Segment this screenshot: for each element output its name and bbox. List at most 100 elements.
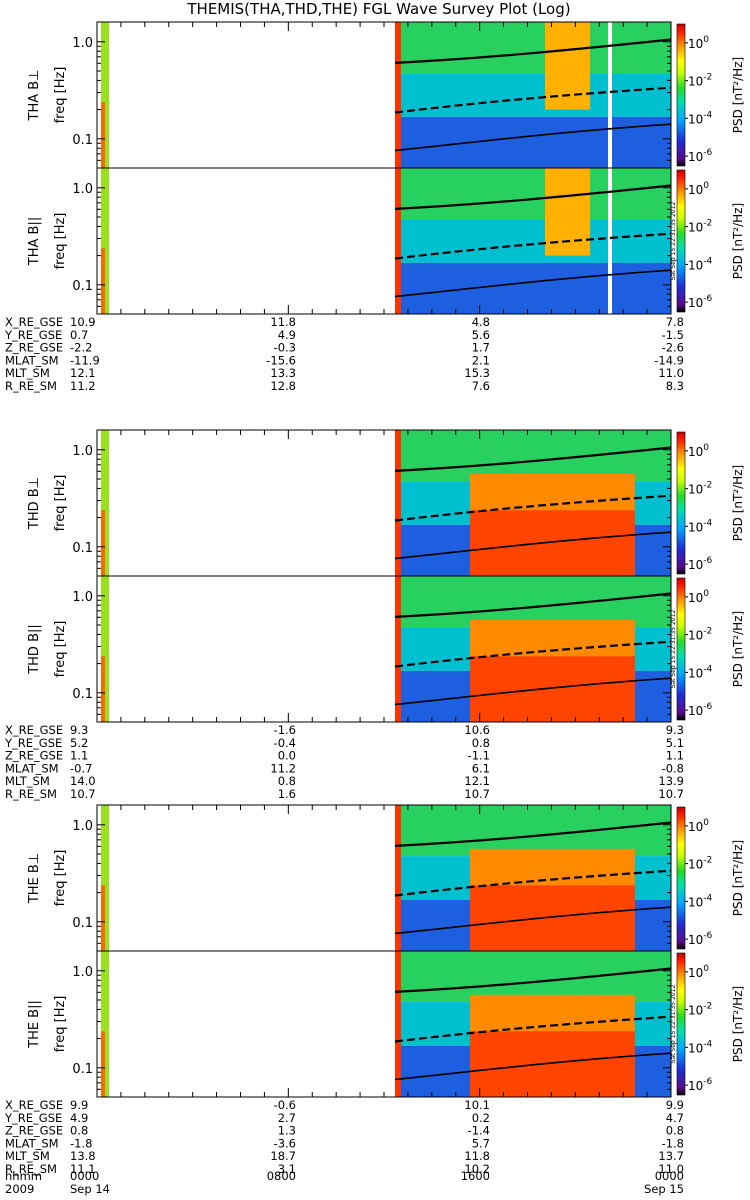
ephemeris-value: -1.8	[70, 1136, 92, 1150]
ephemeris-value: 9.9	[70, 1098, 88, 1112]
timestamp-stamp: Sat Sep 15 22:31:35 2012	[670, 610, 677, 689]
y-tick-label: 0.1	[72, 133, 93, 148]
colorbar-tick-exponent: 0	[703, 964, 709, 974]
colorbar-tick-exponent: -4	[703, 893, 712, 903]
ephemeris-value: 5.1	[666, 736, 684, 750]
y-tick-label: 0.1	[72, 916, 93, 931]
colorbar-tick-label: 10-6	[688, 556, 713, 572]
ephemeris-value: 10.9	[70, 315, 96, 329]
overlay-curve-1	[394, 446, 672, 472]
colorbar-tick-label: 10-6	[688, 931, 713, 947]
spectrogram-mid-freq	[395, 219, 671, 263]
spectrogram-high-freq	[395, 168, 671, 220]
ephemeris-value: 9.3	[666, 723, 684, 737]
ephemeris-value: -1.5	[662, 328, 684, 342]
ephemeris-row-name: R_RE_SM	[5, 787, 57, 801]
ephemeris-value: 1.1	[70, 749, 88, 763]
y-tick-label: 1.0	[72, 819, 93, 834]
ephemeris-value: 7.6	[472, 379, 490, 393]
colorbar-tick-label: 10-4	[688, 110, 713, 126]
colorbar-tick-base: 10	[688, 112, 703, 126]
colorbar-tick-label: 100	[688, 964, 709, 980]
colorbar-tick-base: 10	[688, 520, 703, 534]
ephemeris-row-name: Z_RE_GSE	[5, 341, 63, 355]
freq-axis-label: freq [Hz]	[53, 475, 68, 532]
colorbar-tick-label: 10-2	[688, 627, 712, 643]
panel-ylabel: THE B||	[27, 1000, 42, 1049]
ephemeris-value: 15.3	[464, 366, 490, 380]
ephemeris-value: 0.8	[70, 1124, 88, 1138]
colorbar-tick-label: 100	[688, 589, 709, 605]
time-axis-hhmm-label: 0800	[267, 1169, 296, 1183]
colorbar-tick-base: 10	[688, 591, 703, 605]
ephemeris-value: 13.7	[658, 1149, 684, 1163]
spectrogram-hotspot-core	[470, 885, 635, 951]
colorbar-tick-base: 10	[688, 558, 703, 572]
colorbar-tick-exponent: -2	[703, 481, 712, 491]
panel-ylabel: THD B||	[27, 624, 42, 675]
spectrogram-high-freq	[395, 951, 671, 1003]
data-strip-start-low	[101, 885, 105, 951]
ephemeris-row-name: MLAT_SM	[5, 353, 59, 367]
ephemeris-value: -15.6	[266, 353, 296, 367]
ephemeris-value: -0.7	[70, 761, 92, 775]
colorbar-tick-base: 10	[688, 933, 703, 947]
ephemeris-value: 10.2	[464, 1162, 490, 1176]
panel-ylabel: THD B⊥	[27, 477, 42, 530]
colorbar-tick-base: 10	[688, 858, 703, 872]
ephemeris-value: 14.0	[70, 774, 96, 788]
colorbar-tick-exponent: -2	[703, 219, 712, 229]
overlay-curve-1	[394, 184, 672, 210]
colorbar-tick-base: 10	[688, 483, 703, 497]
spectrogram-hotspot-core	[470, 510, 635, 576]
colorbar-tick-base: 10	[688, 666, 703, 680]
ephemeris-row-name: Z_RE_GSE	[5, 1124, 63, 1138]
ephemeris-value: -1.6	[274, 723, 296, 737]
ephemeris-value: 0.8	[666, 1124, 684, 1138]
colorbar-tick-exponent: 0	[703, 35, 709, 45]
colorbar-tick-label: 10-2	[688, 1002, 712, 1018]
ephemeris-table: X_RE_GSE 9.9 -0.6 10.1 9.9 Y_RE_GSE 4.9 2.7 0.2 4…	[4, 1098, 684, 1176]
ephemeris-row-name: X_RE_GSE	[5, 315, 63, 329]
data-gap	[608, 22, 612, 168]
time-axis-date-label: Sep 14	[70, 1182, 110, 1196]
overlay-curve-1	[394, 592, 672, 618]
ephemeris-value: -3.6	[274, 1136, 296, 1150]
colorbar-tick-base: 10	[688, 704, 703, 718]
time-axis-row-label: hhmm	[5, 1169, 42, 1183]
colorbar-tick-label: 10-2	[688, 219, 712, 235]
ephemeris-value: -2.6	[662, 341, 684, 355]
colorbar-tick-label: 100	[688, 818, 709, 834]
panel-ylabel: THA B||	[27, 217, 42, 266]
ephemeris-row-name: MLAT_SM	[5, 1136, 59, 1150]
colorbar-tick-exponent: -2	[703, 73, 712, 83]
timestamp-stamp: Sat Sep 15 22:31:35 2012	[670, 985, 677, 1064]
colorbar-tick-base: 10	[688, 37, 703, 51]
colorbar-tick-exponent: -4	[703, 518, 712, 528]
colorbar-tick-exponent: -2	[703, 856, 712, 866]
colorbar-tick-label: 10-6	[688, 1077, 713, 1093]
ephemeris-value: 7.8	[666, 315, 684, 329]
ephemeris-value: 12.8	[270, 379, 296, 393]
colorbar-label: PSD [nT²/Hz]	[731, 611, 745, 687]
data-strip-start	[101, 22, 109, 168]
y-tick-label: 1.0	[72, 182, 93, 197]
colorbar-tick-label: 10-4	[688, 664, 713, 680]
ephemeris-value: -0.6	[274, 1098, 296, 1112]
ephemeris-value: -0.4	[274, 736, 296, 750]
ephemeris-value: 2.1	[472, 353, 490, 367]
colorbar-tick-exponent: -4	[703, 110, 712, 120]
ephemeris-value: 1.7	[472, 341, 490, 355]
colorbar-tick-exponent: 0	[703, 589, 709, 599]
ephemeris-row-name: MLT_SM	[5, 366, 50, 380]
data-strip-start	[101, 805, 109, 951]
ephemeris-value: 2.7	[278, 1111, 296, 1125]
colorbar-tick-label: 10-2	[688, 73, 712, 89]
colorbar-tick-base: 10	[688, 629, 703, 643]
colorbar-tick-base: 10	[688, 966, 703, 980]
